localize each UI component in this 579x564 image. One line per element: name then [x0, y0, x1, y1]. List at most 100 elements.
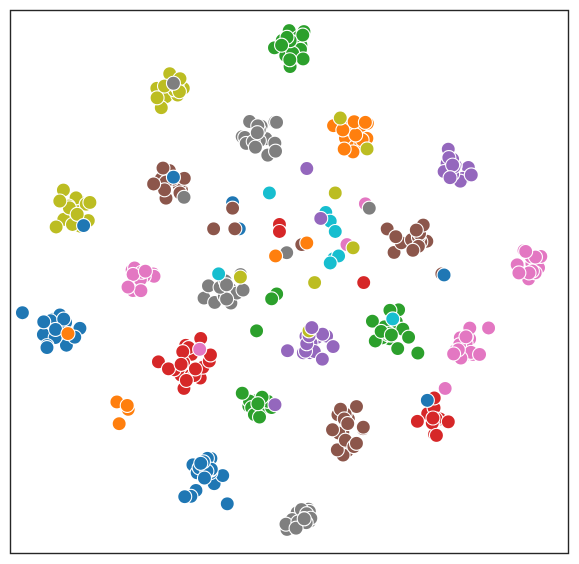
cluster-15-point [175, 344, 191, 360]
cluster-6-point [48, 219, 64, 235]
cluster-11-point [56, 311, 72, 327]
scatter-point [211, 266, 227, 282]
cluster-15-point [160, 361, 177, 377]
cluster-11-point [36, 314, 52, 330]
scatter-point [327, 185, 343, 201]
scatter-point [267, 248, 284, 264]
cluster-17-point [250, 396, 266, 412]
cluster-12-point [401, 329, 417, 345]
cluster-19-point [425, 410, 441, 426]
cluster-19-point [409, 413, 425, 429]
cluster-18-point [355, 419, 371, 435]
cluster-16-point [111, 416, 127, 432]
scatter-point [165, 75, 181, 91]
cluster-4-point [442, 170, 458, 186]
cluster-17-point [251, 409, 268, 425]
cluster-9-point [120, 279, 136, 295]
cluster-5-point [146, 176, 162, 192]
scatter-point [232, 269, 248, 285]
scatter-point [271, 223, 288, 240]
cluster-8-point [511, 265, 527, 281]
cluster-16-point [119, 397, 135, 414]
cluster-19-point [428, 427, 445, 443]
cluster-10-point [218, 277, 235, 293]
scatter-point [264, 291, 280, 307]
cluster-10-point [235, 282, 251, 298]
scatter-point [60, 326, 76, 342]
cluster-7-point [388, 229, 404, 245]
cluster-12-point [364, 313, 380, 329]
cluster-5-point [155, 160, 171, 176]
scatter-point [322, 255, 338, 271]
cluster-17-point [234, 385, 250, 401]
cluster-13-point [314, 351, 330, 367]
cluster-11-point [39, 340, 55, 356]
cluster-11-point [14, 305, 30, 321]
cluster-14-point [446, 346, 462, 362]
cluster-2-point [269, 114, 285, 130]
scatter-point [304, 320, 320, 336]
cluster-18-point [340, 416, 356, 432]
scatter-point [359, 141, 375, 157]
plot-area-frame [9, 9, 570, 555]
cluster-7-point [405, 242, 421, 258]
scatter-point [332, 110, 348, 126]
cluster-0-point [282, 52, 298, 68]
scatter-point [249, 323, 265, 339]
cluster-9-point [125, 266, 141, 282]
scatter-point [357, 114, 373, 130]
scatter-point [76, 217, 92, 234]
cluster-3-point [336, 141, 352, 157]
cluster-0-point [295, 27, 311, 43]
cluster-18-point [348, 398, 365, 415]
cluster-12-point [383, 327, 399, 343]
scatter-point [361, 200, 377, 216]
cluster-20-point [193, 455, 209, 471]
cluster-0-point [274, 37, 290, 53]
scatter-point [437, 380, 453, 396]
cluster-15-point [173, 356, 189, 372]
cluster-7-point [408, 222, 424, 238]
cluster-18-point [324, 422, 341, 438]
points-layer [14, 23, 549, 538]
cluster-6-point [69, 206, 85, 222]
cluster-12-point [390, 340, 406, 357]
scatter-point [436, 267, 452, 283]
cluster-20-point [196, 470, 212, 486]
scatter-point [267, 397, 283, 413]
cluster-14-point [458, 329, 474, 345]
cluster-9-point [137, 263, 153, 279]
cluster-2-point [247, 139, 263, 155]
cluster-6-point [52, 193, 68, 209]
cluster-6-point [82, 194, 98, 210]
cluster-14-point [481, 320, 497, 336]
cluster-4-point [463, 167, 479, 183]
scatter-point [165, 169, 181, 185]
cluster-1-point [149, 90, 165, 106]
scatter-point [299, 235, 315, 251]
scatter-point [385, 311, 401, 327]
cluster-20-point [177, 489, 193, 505]
scatter-point [227, 221, 243, 237]
scatter-point [345, 240, 361, 256]
cluster-21-point [296, 511, 312, 527]
scatter-point [299, 160, 315, 177]
scatter-point [419, 392, 435, 408]
scatter-point [327, 223, 343, 240]
cluster-9-point [133, 283, 149, 299]
cluster-15-point [178, 372, 194, 388]
cluster-18-point [329, 442, 345, 458]
scatter-point [176, 189, 192, 205]
scatter-point [206, 221, 222, 237]
scatter-point [313, 210, 329, 227]
cluster-19-point [440, 414, 456, 430]
cluster-13-point [325, 338, 341, 355]
cluster-14-point [472, 346, 488, 362]
cluster-0-point [295, 51, 311, 67]
scatter-point [307, 274, 323, 291]
cluster-13-point [279, 343, 296, 359]
scatter-point [356, 274, 372, 291]
cluster-8-point [518, 243, 534, 259]
scatter-point [267, 143, 284, 159]
